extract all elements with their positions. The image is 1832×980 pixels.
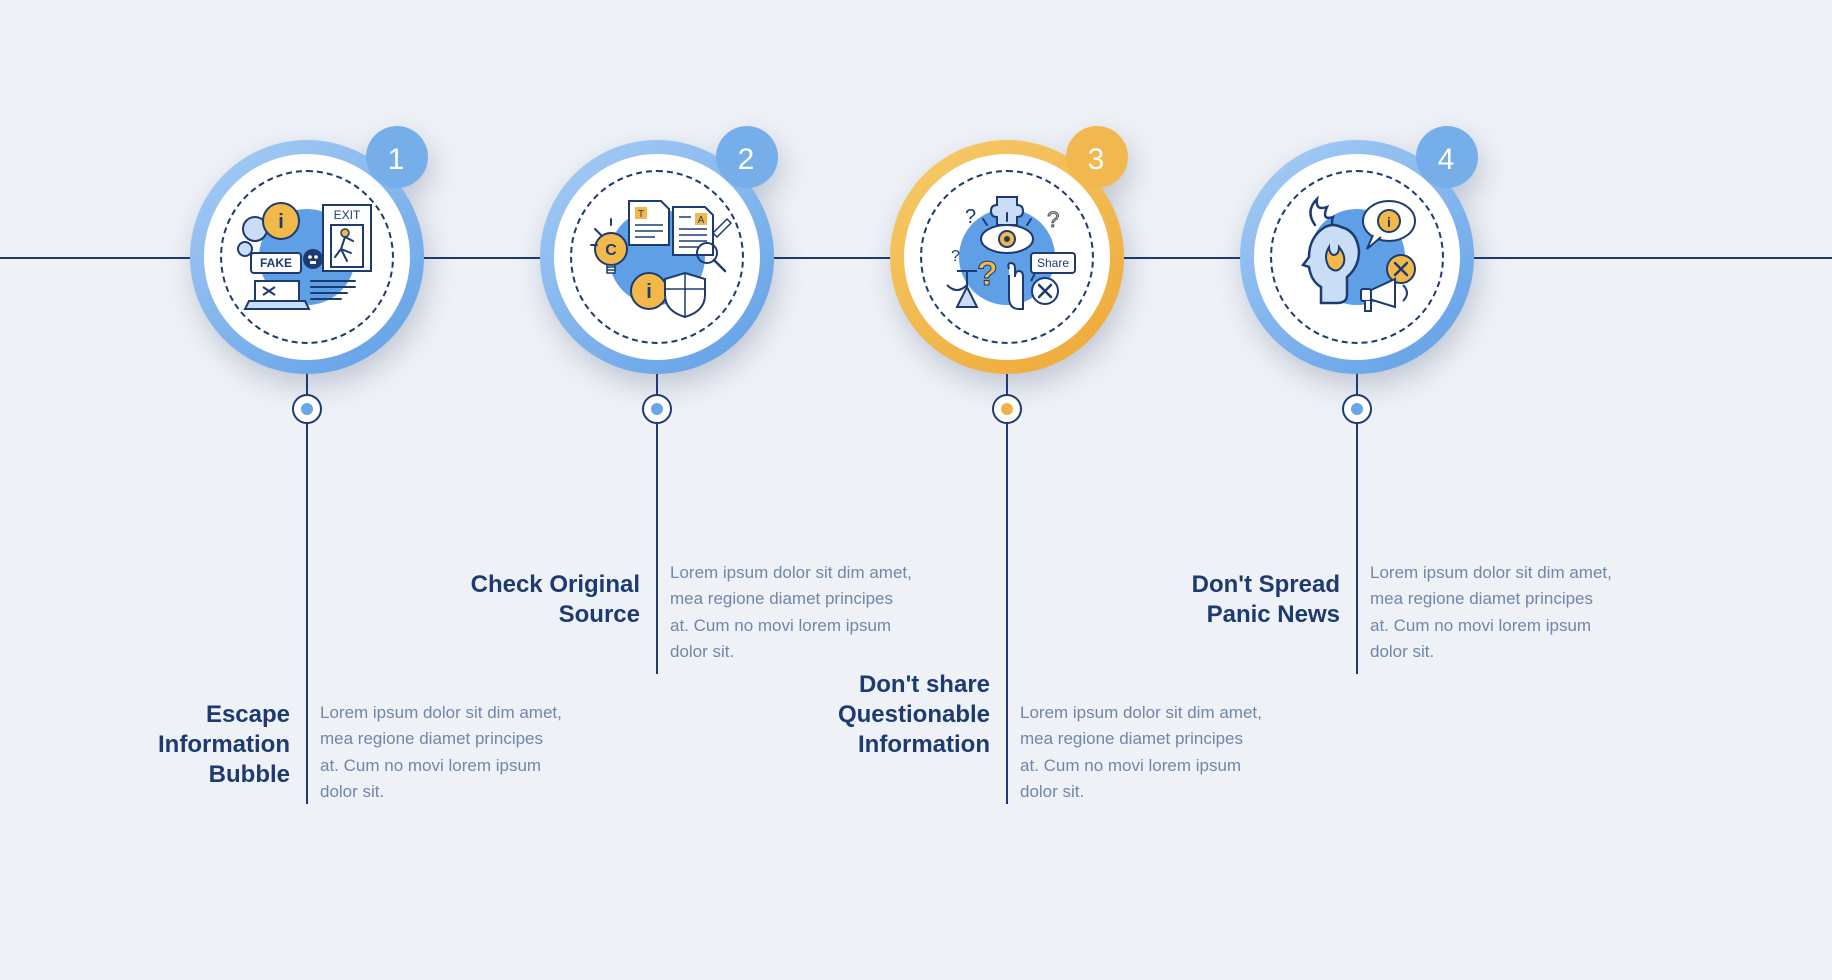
step-title: Don't Spread Panic News <box>1140 570 1340 630</box>
step-body: Lorem ipsum dolor sit dim amet, mea regi… <box>320 700 565 805</box>
step-ring: 2 T A C i <box>540 140 774 374</box>
step-title: Escape Information Bubble <box>90 700 290 790</box>
step-body: Lorem ipsum dolor sit dim amet, mea regi… <box>1370 560 1615 665</box>
dot-fill <box>651 403 663 415</box>
connector-dot <box>1342 394 1372 424</box>
svg-text:?: ? <box>951 248 960 265</box>
svg-text:?: ? <box>965 206 976 228</box>
svg-text:?: ? <box>1047 207 1059 232</box>
step-ring: 3 ? ? ? ? Share <box>890 140 1124 374</box>
svg-text:Share: Share <box>1037 256 1069 270</box>
step-body: Lorem ipsum dolor sit dim amet, mea regi… <box>1020 700 1265 805</box>
connector-stem <box>306 374 308 804</box>
escape-bubble-icon: i EXIT FAKE <box>227 177 387 337</box>
svg-text:i: i <box>278 211 284 233</box>
connector-dot <box>992 394 1022 424</box>
step-body: Lorem ipsum dolor sit dim amet, mea regi… <box>670 560 915 665</box>
ring-inner: ? ? ? ? Share <box>904 154 1110 360</box>
svg-text:A: A <box>698 215 705 226</box>
svg-text:EXIT: EXIT <box>334 208 361 222</box>
svg-text:i: i <box>646 281 652 303</box>
ring-inner: T A C i <box>554 154 760 360</box>
step-2: 2 T A C i Check Original SourceLorem ips… <box>540 140 774 374</box>
questionable-info-icon: ? ? ? ? Share <box>927 177 1087 337</box>
dot-fill <box>1001 403 1013 415</box>
step-title: Check Original Source <box>440 570 640 630</box>
connector-dot <box>642 394 672 424</box>
step-ring: 4 i <box>1240 140 1474 374</box>
svg-text:FAKE: FAKE <box>260 256 292 270</box>
step-4: 4 i Don't Spread Panic NewsLorem ipsum d… <box>1240 140 1474 374</box>
step-ring: 1 i EXIT FAKE <box>190 140 424 374</box>
connector-stem <box>1006 374 1008 804</box>
svg-text:C: C <box>605 242 617 259</box>
panic-news-icon: i <box>1277 177 1437 337</box>
dot-fill <box>1351 403 1363 415</box>
step-1: 1 i EXIT FAKE Escape Information BubbleL… <box>190 140 424 374</box>
step-title: Don't share Questionable Information <box>790 670 990 760</box>
ring-inner: i EXIT FAKE <box>204 154 410 360</box>
connector-dot <box>292 394 322 424</box>
check-source-icon: T A C i <box>577 177 737 337</box>
ring-inner: i <box>1254 154 1460 360</box>
dot-fill <box>301 403 313 415</box>
svg-text:T: T <box>638 209 644 220</box>
step-3: 3 ? ? ? ? Share Don't share Questionable… <box>890 140 1124 374</box>
svg-text:?: ? <box>977 255 998 293</box>
svg-text:i: i <box>1387 214 1391 230</box>
